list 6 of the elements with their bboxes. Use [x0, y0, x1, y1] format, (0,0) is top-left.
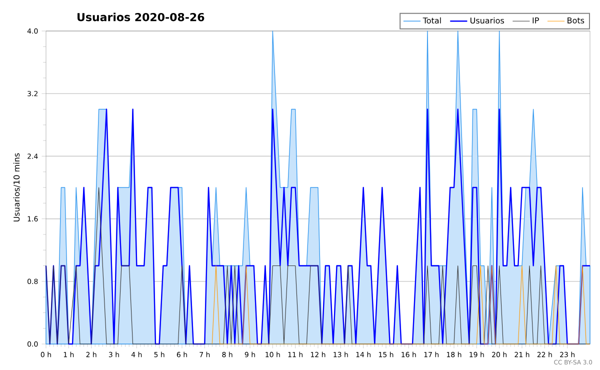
legend-label: Usuarios — [470, 17, 504, 24]
y-axis-title: Usuarios/10 mins — [13, 153, 20, 222]
legend-label: Bots — [568, 17, 584, 24]
chart-title: Usuarios 2020-08-26 — [78, 12, 204, 22]
legend-label: Total — [422, 17, 441, 24]
legend-label: IP — [532, 17, 539, 24]
